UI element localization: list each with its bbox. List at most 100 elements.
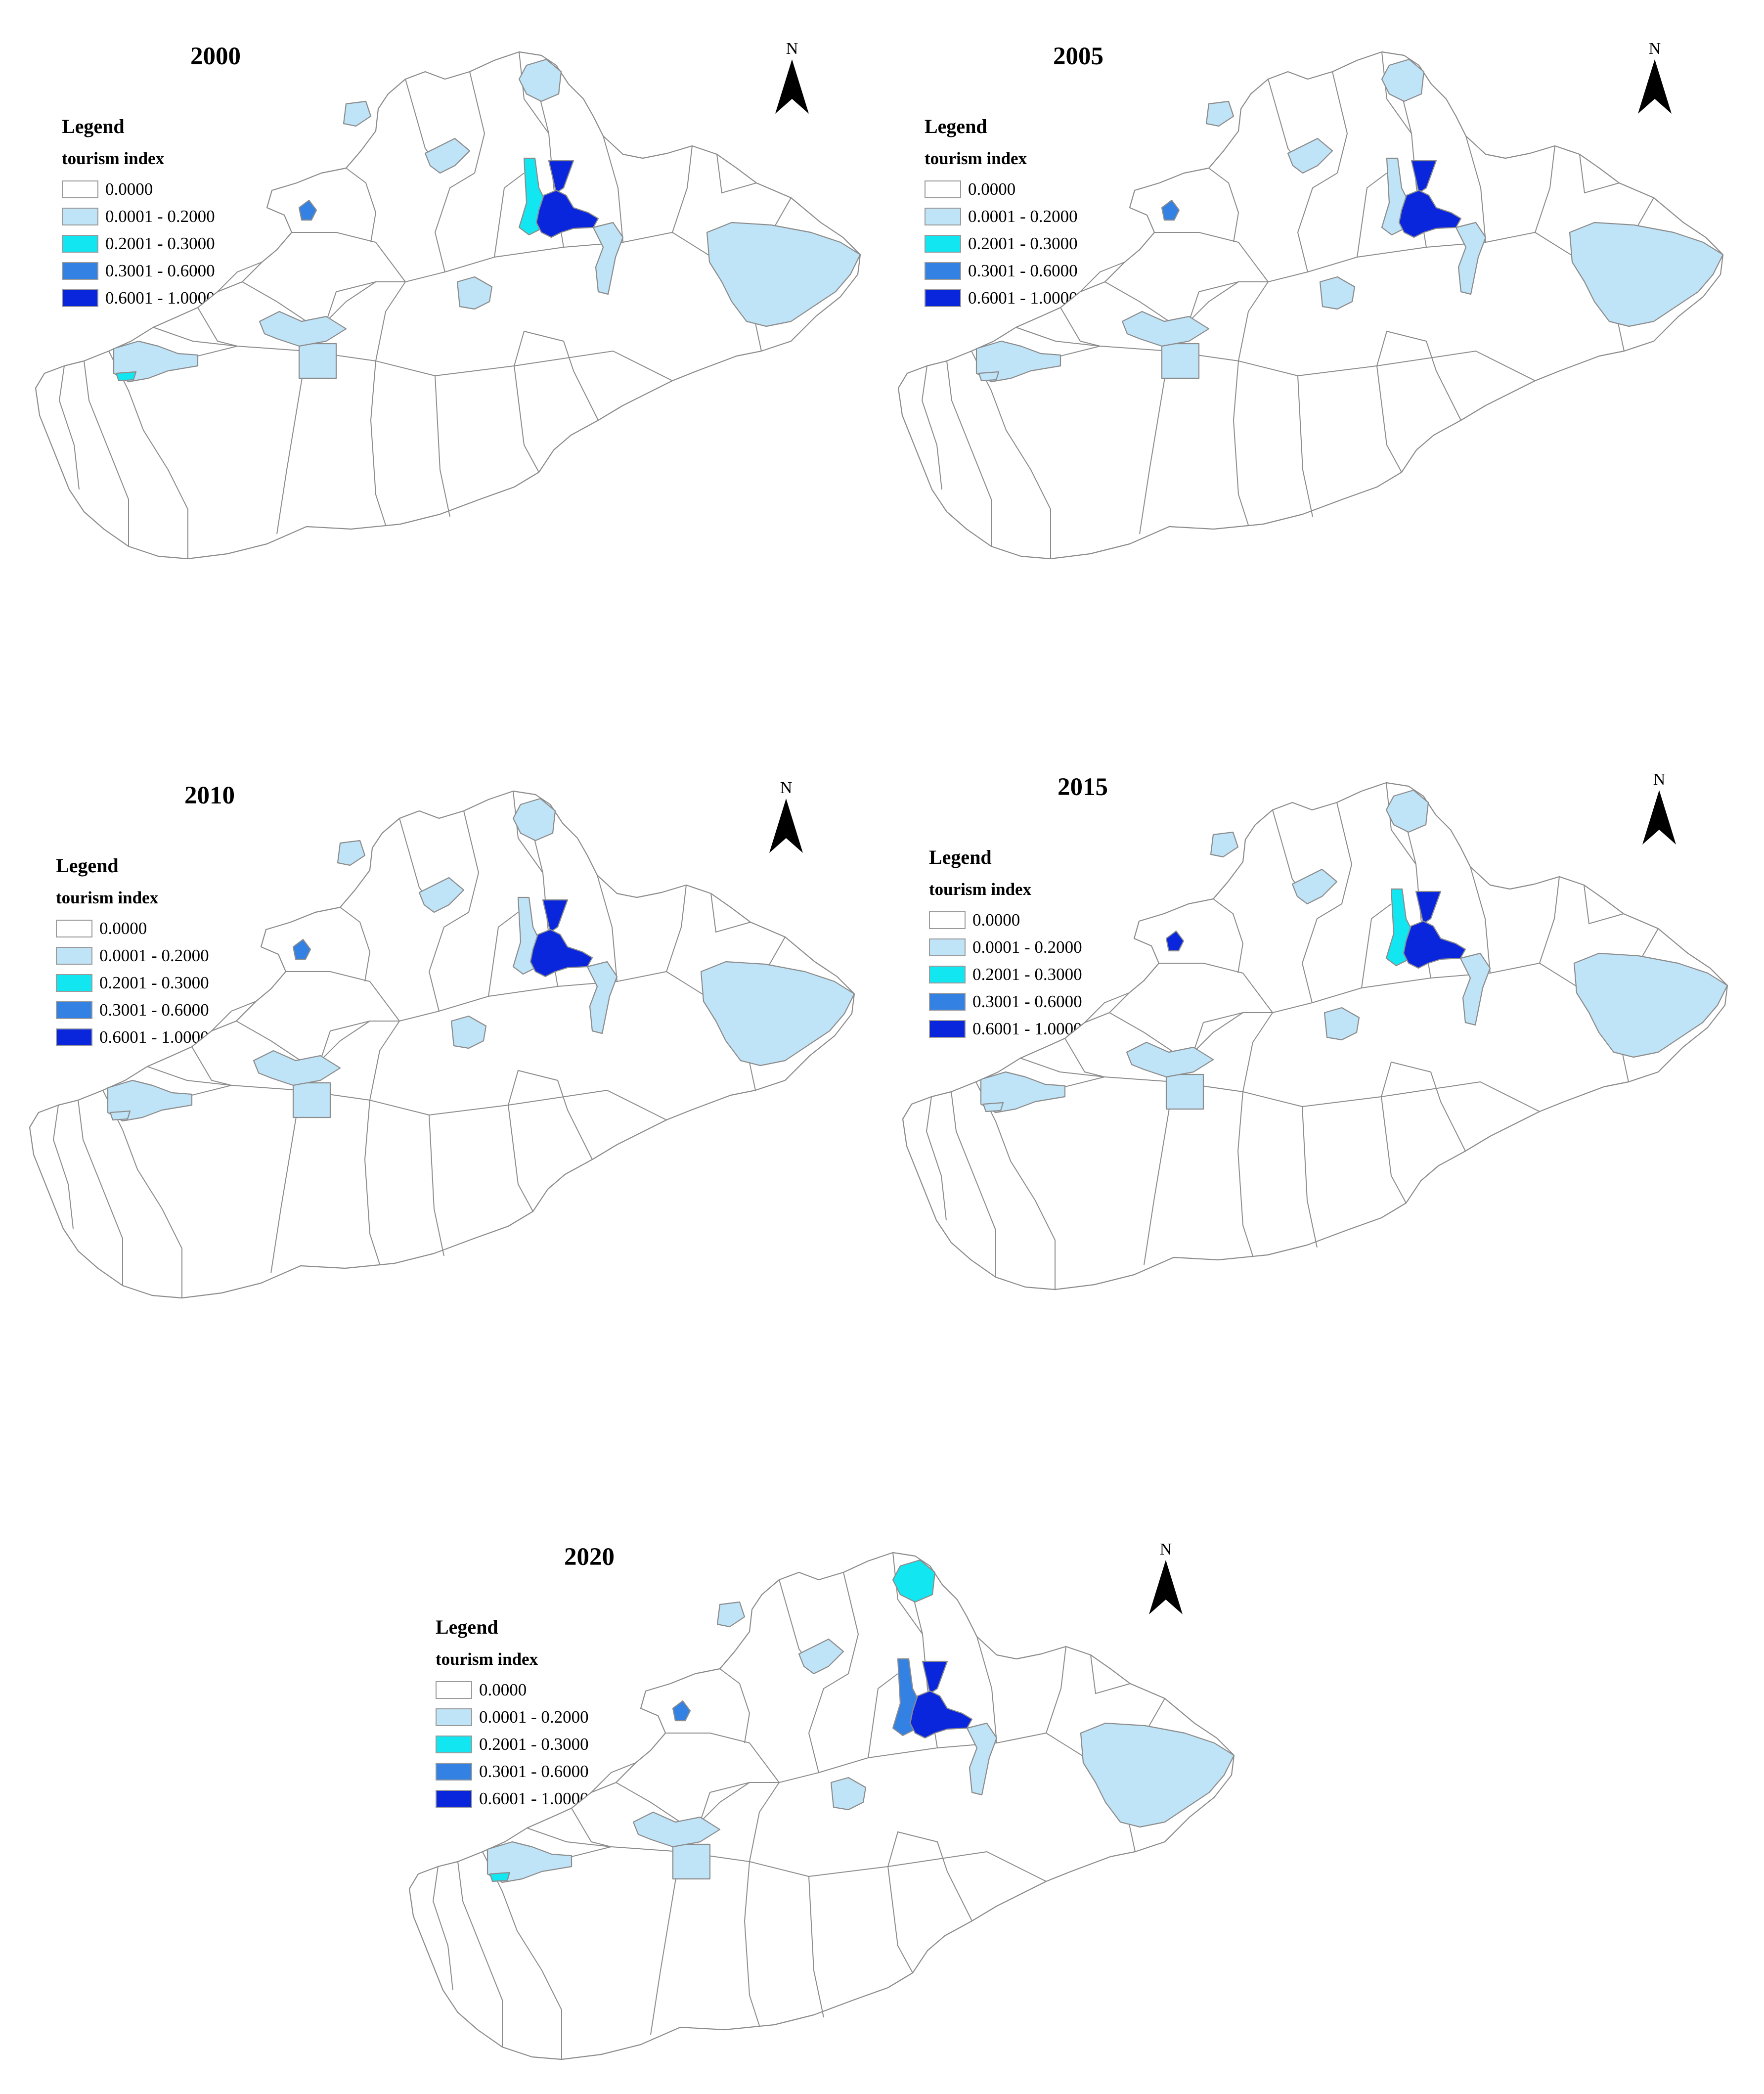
- region-border: [926, 1096, 947, 1221]
- region-border: [434, 173, 475, 272]
- legend-swatch: [62, 289, 98, 307]
- region-border: [650, 1851, 681, 2035]
- region-border: [868, 1673, 898, 1758]
- legend-label: 0.6001 - 1.0000: [972, 1019, 1082, 1038]
- map-title: 2020: [564, 1543, 615, 1571]
- region-border: [665, 1733, 780, 1783]
- region-border: [1361, 903, 1392, 988]
- legend-title: Legend: [56, 854, 119, 877]
- region-border: [1376, 365, 1402, 473]
- region-northwest-b: [1291, 868, 1338, 905]
- choropleth-map: [35, 51, 861, 560]
- region-border: [108, 351, 188, 559]
- region-south-rect: [298, 343, 337, 379]
- north-label: N: [1159, 1540, 1172, 1559]
- legend-item: 0.3001 - 0.6000: [925, 257, 1142, 284]
- legend-swatch: [925, 207, 961, 225]
- region-border: [887, 1866, 913, 1973]
- legend-item: 0.0000: [436, 1676, 653, 1703]
- north-arrow-icon: [1149, 1560, 1183, 1614]
- north-arrow-icon: [775, 59, 809, 114]
- region-border: [211, 1001, 257, 1031]
- region-crescent: [253, 1050, 341, 1086]
- region-northwest-b: [798, 1638, 844, 1675]
- region-border: [370, 360, 386, 526]
- region-east-strip: [586, 961, 618, 1034]
- legend-title: Legend: [925, 115, 987, 137]
- region-outline: [408, 1552, 1235, 2060]
- region-border: [52, 1105, 74, 1229]
- legend-swatch: [436, 1762, 472, 1781]
- region-core-body: [529, 929, 593, 978]
- region-border: [276, 351, 307, 535]
- region-border: [719, 1668, 750, 1743]
- legend-label: 0.3001 - 0.6000: [968, 261, 1078, 280]
- legend-swatch: [929, 965, 966, 983]
- legend-label: 0.0001 - 0.2000: [99, 945, 209, 965]
- region-crescent: [1126, 1041, 1214, 1078]
- region-core-wedge: [1411, 160, 1437, 194]
- legend-item: 0.0000: [925, 176, 1142, 203]
- region-border: [716, 154, 757, 194]
- region-border: [1381, 51, 1412, 134]
- region-border: [1154, 232, 1269, 282]
- legend-swatch: [62, 207, 98, 225]
- legend-item: 0.0001 - 0.2000: [436, 1703, 653, 1731]
- legend: Legend tourism index 0.0000 0.0001 - 0.2000…: [62, 115, 279, 312]
- legend-label: 0.3001 - 0.6000: [105, 261, 215, 280]
- region-border: [270, 1090, 301, 1274]
- region-border: [1297, 350, 1536, 381]
- region-crescent: [259, 311, 347, 347]
- legend-swatch: [56, 946, 92, 965]
- region-border: [482, 1851, 562, 2059]
- region-border: [571, 1808, 612, 1847]
- region-border: [1297, 375, 1313, 517]
- legend-swatch: [56, 1001, 92, 1019]
- north-arrow: N: [772, 40, 812, 119]
- choropleth-map: [408, 1552, 1235, 2060]
- region-border: [1020, 1058, 1105, 1077]
- legend-swatch: [929, 1020, 966, 1038]
- region-core-wedge: [922, 1660, 948, 1694]
- region-border: [217, 262, 263, 292]
- legend: Legend tourism index 0.0000 0.0001 - 0.2000…: [925, 115, 1142, 312]
- legend-title: Legend: [929, 846, 992, 868]
- region-border: [513, 791, 543, 873]
- region-border: [597, 875, 617, 982]
- choropleth-map: [897, 51, 1724, 560]
- region-border: [428, 912, 469, 1012]
- north-arrow-icon: [769, 799, 803, 853]
- region-border: [1090, 1654, 1131, 1694]
- north-label: N: [786, 40, 798, 58]
- legend-item: 0.0000: [62, 176, 279, 203]
- legend-title: Legend: [62, 115, 125, 137]
- north-arrow-icon: [1642, 790, 1676, 845]
- region-border: [191, 1046, 232, 1086]
- legend-item: 0.6001 - 1.0000: [925, 284, 1142, 312]
- legend-label: 0.2001 - 0.3000: [99, 973, 209, 992]
- legend-label: 0.6001 - 1.0000: [105, 288, 215, 308]
- region-border: [1381, 1061, 1466, 1152]
- region-border: [700, 1782, 750, 1823]
- legend-swatch: [929, 938, 966, 956]
- region-west-small: [982, 1102, 1004, 1113]
- north-label: N: [1648, 40, 1661, 58]
- region-border: [519, 51, 549, 134]
- legend-label: 0.2001 - 0.3000: [105, 233, 215, 253]
- legend-item: 0.0000: [56, 915, 273, 942]
- legend-swatch: [56, 1028, 92, 1046]
- map-title: 2010: [184, 782, 235, 809]
- region-border: [1139, 351, 1170, 535]
- region-east-big: [1080, 1722, 1235, 1828]
- region-mid-lake: [456, 276, 493, 310]
- region-border: [1465, 135, 1486, 243]
- region-border: [147, 1066, 232, 1086]
- region-border: [527, 1827, 612, 1847]
- region-south-rect: [292, 1082, 331, 1118]
- region-east-big: [700, 961, 855, 1067]
- region-border: [435, 375, 450, 517]
- legend-label: 0.2001 - 0.3000: [972, 964, 1082, 984]
- legend-item: 0.6001 - 1.0000: [929, 1015, 1147, 1042]
- north-label: N: [780, 779, 793, 797]
- legend-label: 0.6001 - 1.0000: [968, 288, 1078, 308]
